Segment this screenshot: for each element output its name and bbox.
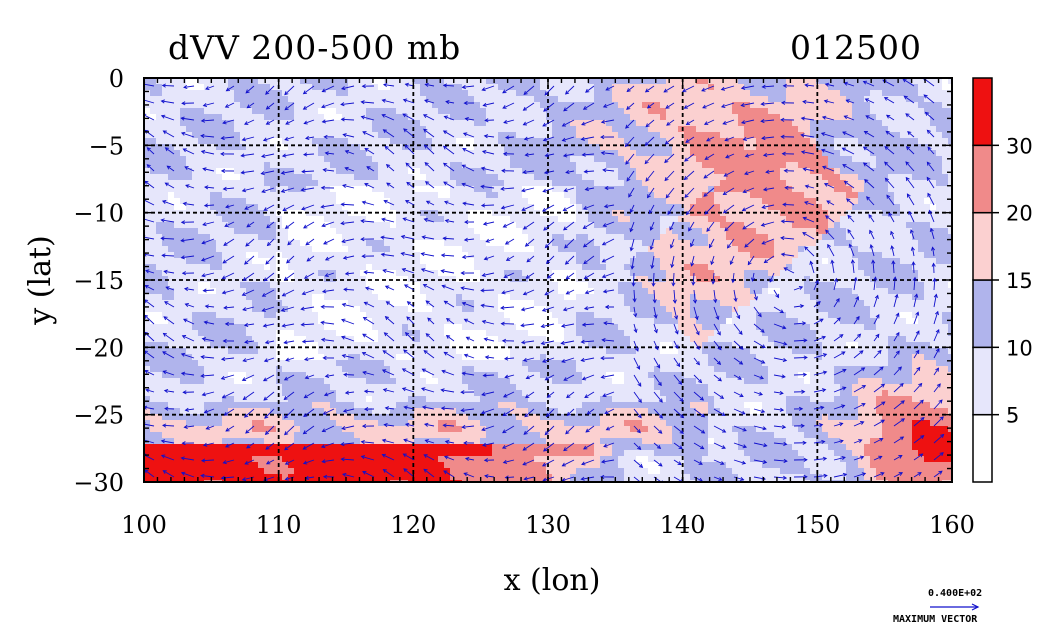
colorbar-swatch xyxy=(972,279,993,349)
colorbar-swatch xyxy=(972,144,993,214)
y-tick-label: −15 xyxy=(73,267,124,295)
y-tick-label: 0 xyxy=(109,65,124,93)
y-tick-labels: 0 −5 −10 −15 −20 −25 −30 xyxy=(73,65,124,497)
x-tick-label: 100 xyxy=(121,511,167,539)
colorbar-label: 5 xyxy=(1006,404,1019,428)
reference-vector-arrow xyxy=(930,603,980,611)
colorbar-swatch xyxy=(972,211,993,281)
colorbar-label: 30 xyxy=(1006,134,1033,158)
x-tick-label: 160 xyxy=(929,511,975,539)
wind-vectors xyxy=(144,78,945,482)
y-tick-label: −25 xyxy=(73,402,124,430)
colorbar-label: 15 xyxy=(1006,269,1033,293)
x-tick-label: 130 xyxy=(525,511,571,539)
x-tick-label: 140 xyxy=(660,511,706,539)
reference-vector-label: MAXIMUM VECTOR xyxy=(893,614,978,625)
x-tick-label: 110 xyxy=(256,511,302,539)
chart-timestamp: 012500 xyxy=(790,28,922,67)
chart-title: dVV 200-500 mb xyxy=(168,28,462,67)
contour-field xyxy=(144,78,952,482)
colorbar-swatch xyxy=(972,77,993,147)
colorbar: 5 10 15 20 30 xyxy=(972,77,1033,483)
colorbar-label: 20 xyxy=(1006,202,1033,226)
x-tick-label: 120 xyxy=(390,511,436,539)
y-axis-label: y (lat) xyxy=(23,235,58,325)
y-tick-label: −5 xyxy=(89,132,124,160)
colorbar-swatch xyxy=(972,346,993,416)
reference-vector-value: 0.400E+02 xyxy=(928,588,983,599)
x-axis-label: x (lon) xyxy=(504,563,601,598)
y-tick-label: −30 xyxy=(73,469,124,497)
x-tick-labels: 100 110 120 130 140 150 160 xyxy=(121,511,975,539)
x-tick-label: 150 xyxy=(794,511,840,539)
y-tick-label: −10 xyxy=(73,200,124,228)
colorbar-swatch xyxy=(972,413,993,483)
y-tick-label: −20 xyxy=(73,334,124,362)
colorbar-label: 10 xyxy=(1006,336,1033,360)
axis-ticks xyxy=(143,77,953,483)
